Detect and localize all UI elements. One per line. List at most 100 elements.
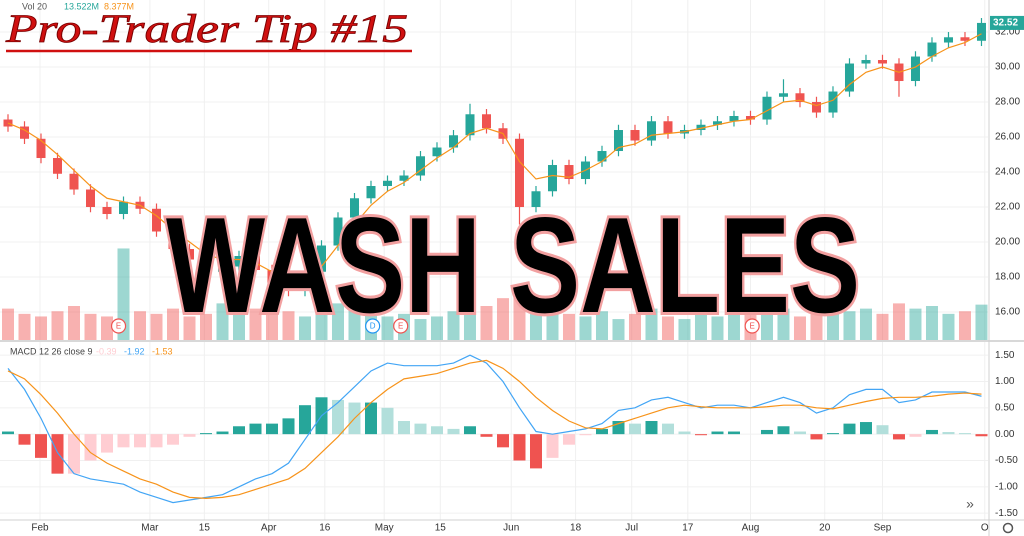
histogram-bar (727, 431, 740, 435)
histogram-bar (117, 434, 130, 448)
x-tick-label: 20 (819, 523, 831, 534)
y-tick-label: 1.00 (995, 376, 1015, 387)
candle-body (283, 285, 293, 292)
candle-body (465, 114, 475, 136)
x-tick-label: 17 (682, 523, 694, 534)
y-tick-label: 16.00 (995, 307, 1020, 318)
histogram-bar (480, 434, 493, 437)
event-marker (393, 318, 409, 334)
x-tick-label: May (375, 523, 394, 534)
histogram-bar (711, 431, 724, 435)
histogram-bar (777, 426, 790, 435)
candle-body (20, 126, 30, 139)
x-tick-label: Feb (31, 523, 49, 534)
macd-line (7, 359, 982, 500)
event-label: E (398, 322, 403, 331)
scroll-button[interactable]: » (966, 496, 974, 512)
x-tick-label: Aug (742, 523, 760, 534)
tip-title: Pro-Trader Tip #15 (5, 6, 408, 51)
histogram-bar (447, 428, 460, 435)
x-tick-label: 18 (570, 523, 582, 534)
candle-body (366, 186, 376, 199)
y-tick-label: 1.50 (995, 350, 1015, 361)
candle-body (514, 138, 524, 208)
volume-bar (480, 306, 493, 340)
volume-bar (595, 311, 608, 340)
volume-bar (282, 311, 295, 340)
histogram-bar (694, 434, 707, 436)
volume-bar (51, 311, 64, 340)
candle-body (168, 231, 178, 250)
candle-body (613, 130, 623, 152)
y-tick-label: 32.00 (995, 27, 1020, 38)
histogram-bar (942, 432, 955, 435)
candle-body (630, 130, 640, 141)
volume-bar (101, 316, 114, 340)
x-tick-label: Apr (261, 523, 277, 534)
candle-body (399, 175, 409, 181)
volume-bar (661, 316, 674, 340)
settings-icon[interactable] (1002, 522, 1014, 534)
volume-bar (678, 319, 691, 340)
histogram-bar (199, 433, 212, 435)
candle-body (151, 208, 161, 232)
histogram-bar (909, 434, 922, 437)
histogram-bar (414, 423, 427, 435)
histogram-bar (232, 426, 245, 435)
y-tick-label: 28.00 (995, 97, 1020, 108)
volume-bar (810, 313, 823, 340)
x-tick-label: 15 (435, 523, 447, 534)
volume-bar (117, 248, 130, 340)
candle-body (415, 156, 425, 176)
volume-bar (529, 300, 542, 340)
volume-bar (331, 303, 344, 340)
y-tick-label: 18.00 (995, 272, 1020, 283)
y-tick-label: 26.00 (995, 132, 1020, 143)
event-marker (110, 318, 127, 334)
y-tick-label: -0.50 (995, 455, 1018, 466)
volume-bar (562, 313, 575, 340)
candle-body (267, 270, 277, 286)
histogram-bar (859, 422, 872, 435)
volume-bar (826, 306, 839, 340)
candle-body (448, 135, 458, 148)
volume-bar (414, 319, 427, 340)
event-label: D (370, 322, 376, 331)
histogram-bar (925, 429, 938, 435)
histogram-bar (678, 431, 691, 435)
candle-body (828, 91, 838, 113)
volume-bar (298, 316, 311, 340)
candle-body (217, 266, 227, 272)
candle-body (729, 116, 739, 122)
macd-line (7, 354, 982, 504)
histogram-bar (892, 434, 905, 440)
last-price-label: 32.52 (993, 18, 1018, 29)
histogram-bar (793, 431, 806, 435)
volume-bar (925, 306, 938, 340)
candle-body (597, 151, 607, 162)
legend-value: -1.53 (152, 346, 173, 356)
legend-label: MACD 12 26 close 9 (10, 346, 93, 356)
candle-body (300, 271, 310, 292)
volume-bar (348, 308, 361, 340)
histogram-bar (298, 405, 311, 435)
candle-body (349, 198, 359, 218)
volume-bar (777, 308, 790, 340)
histogram-bar (216, 431, 229, 435)
event-label: E (116, 322, 121, 331)
volume-bar (68, 306, 81, 340)
y-tick-label: 0.50 (995, 402, 1015, 413)
histogram-bar (101, 434, 114, 453)
candle-body (811, 102, 821, 113)
candle-body (960, 37, 970, 41)
histogram-bar (68, 434, 81, 474)
histogram-bar (579, 434, 592, 436)
volume-bar (975, 304, 988, 340)
candle-body (432, 147, 442, 157)
volume-bar (876, 313, 889, 340)
candle-body (976, 22, 986, 41)
moving-average (7, 33, 982, 282)
candle-body (795, 93, 805, 103)
histogram-bar (546, 434, 559, 458)
histogram-bar (645, 420, 658, 435)
